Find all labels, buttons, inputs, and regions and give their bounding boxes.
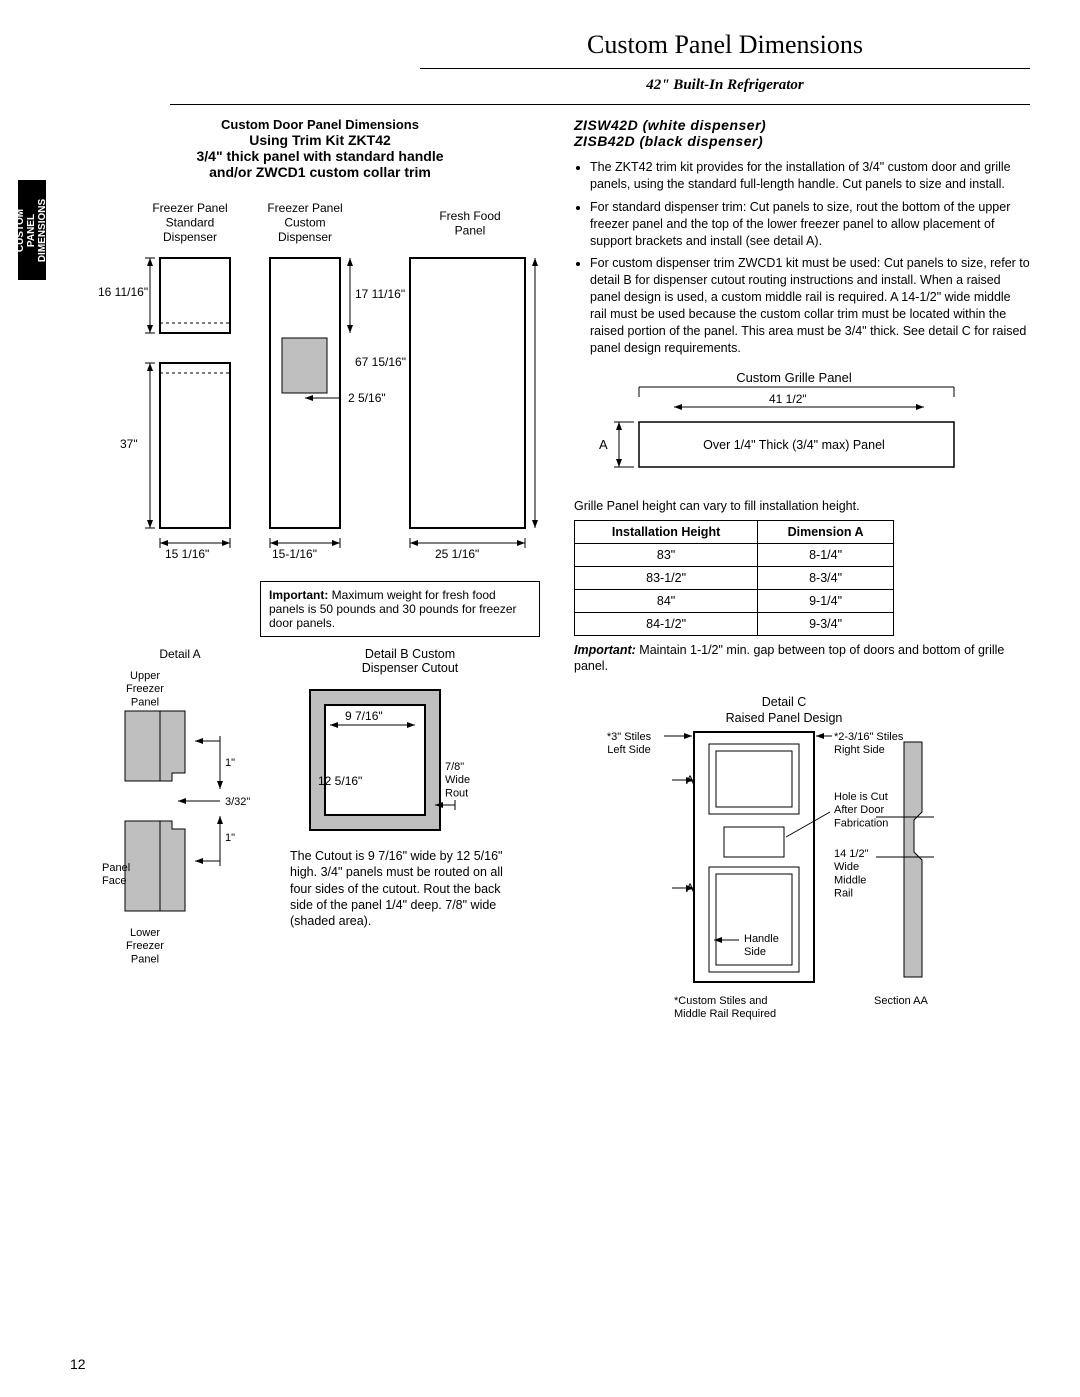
svg-text:12 5/16": 12 5/16" xyxy=(318,774,362,788)
svg-text:7/8"WideRout: 7/8"WideRout xyxy=(445,761,470,799)
svg-text:16 11/16": 16 11/16" xyxy=(98,285,148,299)
svg-text:PanelFace: PanelFace xyxy=(102,862,130,887)
svg-text:1": 1" xyxy=(225,832,235,844)
svg-text:15-1/16": 15-1/16" xyxy=(272,547,317,561)
svg-text:Fresh FoodPanel: Fresh FoodPanel xyxy=(439,209,500,237)
table-caption: Grille Panel height can vary to fill ins… xyxy=(574,498,1030,514)
detail-c: Detail C Raised Panel Design xyxy=(574,692,1030,1035)
divider xyxy=(170,104,1030,105)
left-column: Custom Door Panel Dimensions Using Trim … xyxy=(90,117,550,1043)
model2: ZISB42D (black dispenser) xyxy=(574,133,1030,149)
bullet-item: For standard dispenser trim: Cut panels … xyxy=(590,199,1030,250)
bullet-list: The ZKT42 trim kit provides for the inst… xyxy=(574,159,1030,357)
right-column: ZISW42D (white dispenser) ZISB42D (black… xyxy=(574,117,1030,1043)
svg-text:A: A xyxy=(599,437,608,452)
divider xyxy=(420,68,1030,69)
detail-b: Detail B Custom Dispenser Cutout 9 7/16"… xyxy=(290,647,530,994)
side-tab: CUSTOM PANEL DIMENSIONS xyxy=(18,180,46,280)
svg-text:Detail C: Detail C xyxy=(762,695,806,709)
svg-text:14 1/2"WideMiddleRail: 14 1/2"WideMiddleRail xyxy=(834,848,869,900)
weight-note-text: Important: Important: Maximum weight for… xyxy=(269,588,517,630)
left-hdr4: and/or ZWCD1 custom collar trim xyxy=(90,164,550,180)
svg-text:HandleSide: HandleSide xyxy=(744,933,779,958)
detail-b-caption: The Cutout is 9 7/16" wide by 12 5/16" h… xyxy=(290,848,510,929)
svg-text:LowerFreezerPanel: LowerFreezerPanel xyxy=(126,927,164,965)
model1: ZISW42D (white dispenser) xyxy=(574,117,1030,133)
svg-text:2 5/16": 2 5/16" xyxy=(348,391,386,405)
svg-text:*2-3/16" StilesRight Side: *2-3/16" StilesRight Side xyxy=(834,731,904,756)
table-header: Installation Height xyxy=(575,520,758,543)
left-hdr3: 3/4" thick panel with standard handle xyxy=(90,148,550,164)
svg-text:41 1/2": 41 1/2" xyxy=(769,392,807,406)
page-subtitle: 42" Built-In Refrigerator xyxy=(420,77,1030,94)
svg-text:17 11/16": 17 11/16" xyxy=(355,287,405,301)
table-header: Dimension A xyxy=(758,520,894,543)
svg-text:Hole is CutAfter DoorFabricati: Hole is CutAfter DoorFabrication xyxy=(834,791,888,829)
panel-diagram: Freezer PanelStandardDispenser Freezer P… xyxy=(90,188,550,571)
dimension-table: Installation HeightDimension A 83"8-1/4"… xyxy=(574,520,894,636)
svg-text:Section AA: Section AA xyxy=(874,995,928,1007)
svg-text:3/32": 3/32" xyxy=(225,796,250,808)
svg-text:67 15/16": 67 15/16" xyxy=(355,355,406,369)
svg-text:1": 1" xyxy=(225,757,235,769)
left-hdr2: Using Trim Kit ZKT42 xyxy=(90,132,550,148)
svg-text:*Custom Stiles andMiddle Rail: *Custom Stiles andMiddle Rail Required xyxy=(674,995,776,1020)
svg-text:37": 37" xyxy=(120,437,138,451)
svg-text:Custom Grille Panel: Custom Grille Panel xyxy=(736,370,852,385)
svg-text:*3" StilesLeft Side: *3" StilesLeft Side xyxy=(607,731,652,756)
bullet-item: The ZKT42 trim kit provides for the inst… xyxy=(590,159,1030,193)
weight-note: Important: Important: Maximum weight for… xyxy=(260,581,540,637)
svg-text:9 7/16": 9 7/16" xyxy=(345,709,383,723)
side-tab-label: CUSTOM PANEL DIMENSIONS xyxy=(16,198,49,261)
svg-text:25 1/16": 25 1/16" xyxy=(435,547,479,561)
page-title: Custom Panel Dimensions xyxy=(420,30,1030,60)
svg-text:Freezer PanelCustomDispenser: Freezer PanelCustomDispenser xyxy=(267,201,342,244)
svg-text:Freezer PanelStandardDispenser: Freezer PanelStandardDispenser xyxy=(152,201,227,244)
detail-a: Detail A UpperFreezerPanel 1" 3/32" xyxy=(90,647,270,994)
left-hdr1: Custom Door Panel Dimensions xyxy=(90,117,550,132)
grille-important: Important: Important: Maintain 1-1/2" mi… xyxy=(574,642,1030,675)
bullet-item: For custom dispenser trim ZWCD1 kit must… xyxy=(590,255,1030,356)
svg-text:Raised Panel Design: Raised Panel Design xyxy=(726,711,843,725)
svg-text:UpperFreezerPanel: UpperFreezerPanel xyxy=(126,670,164,708)
page-number: 12 xyxy=(70,1356,86,1372)
grille-diagram: Custom Grille Panel 41 1/2" Over 1/4" Th… xyxy=(574,367,1030,490)
svg-text:Over 1/4" Thick (3/4" max) Pan: Over 1/4" Thick (3/4" max) Panel xyxy=(703,438,885,452)
svg-text:15 1/16": 15 1/16" xyxy=(165,547,209,561)
